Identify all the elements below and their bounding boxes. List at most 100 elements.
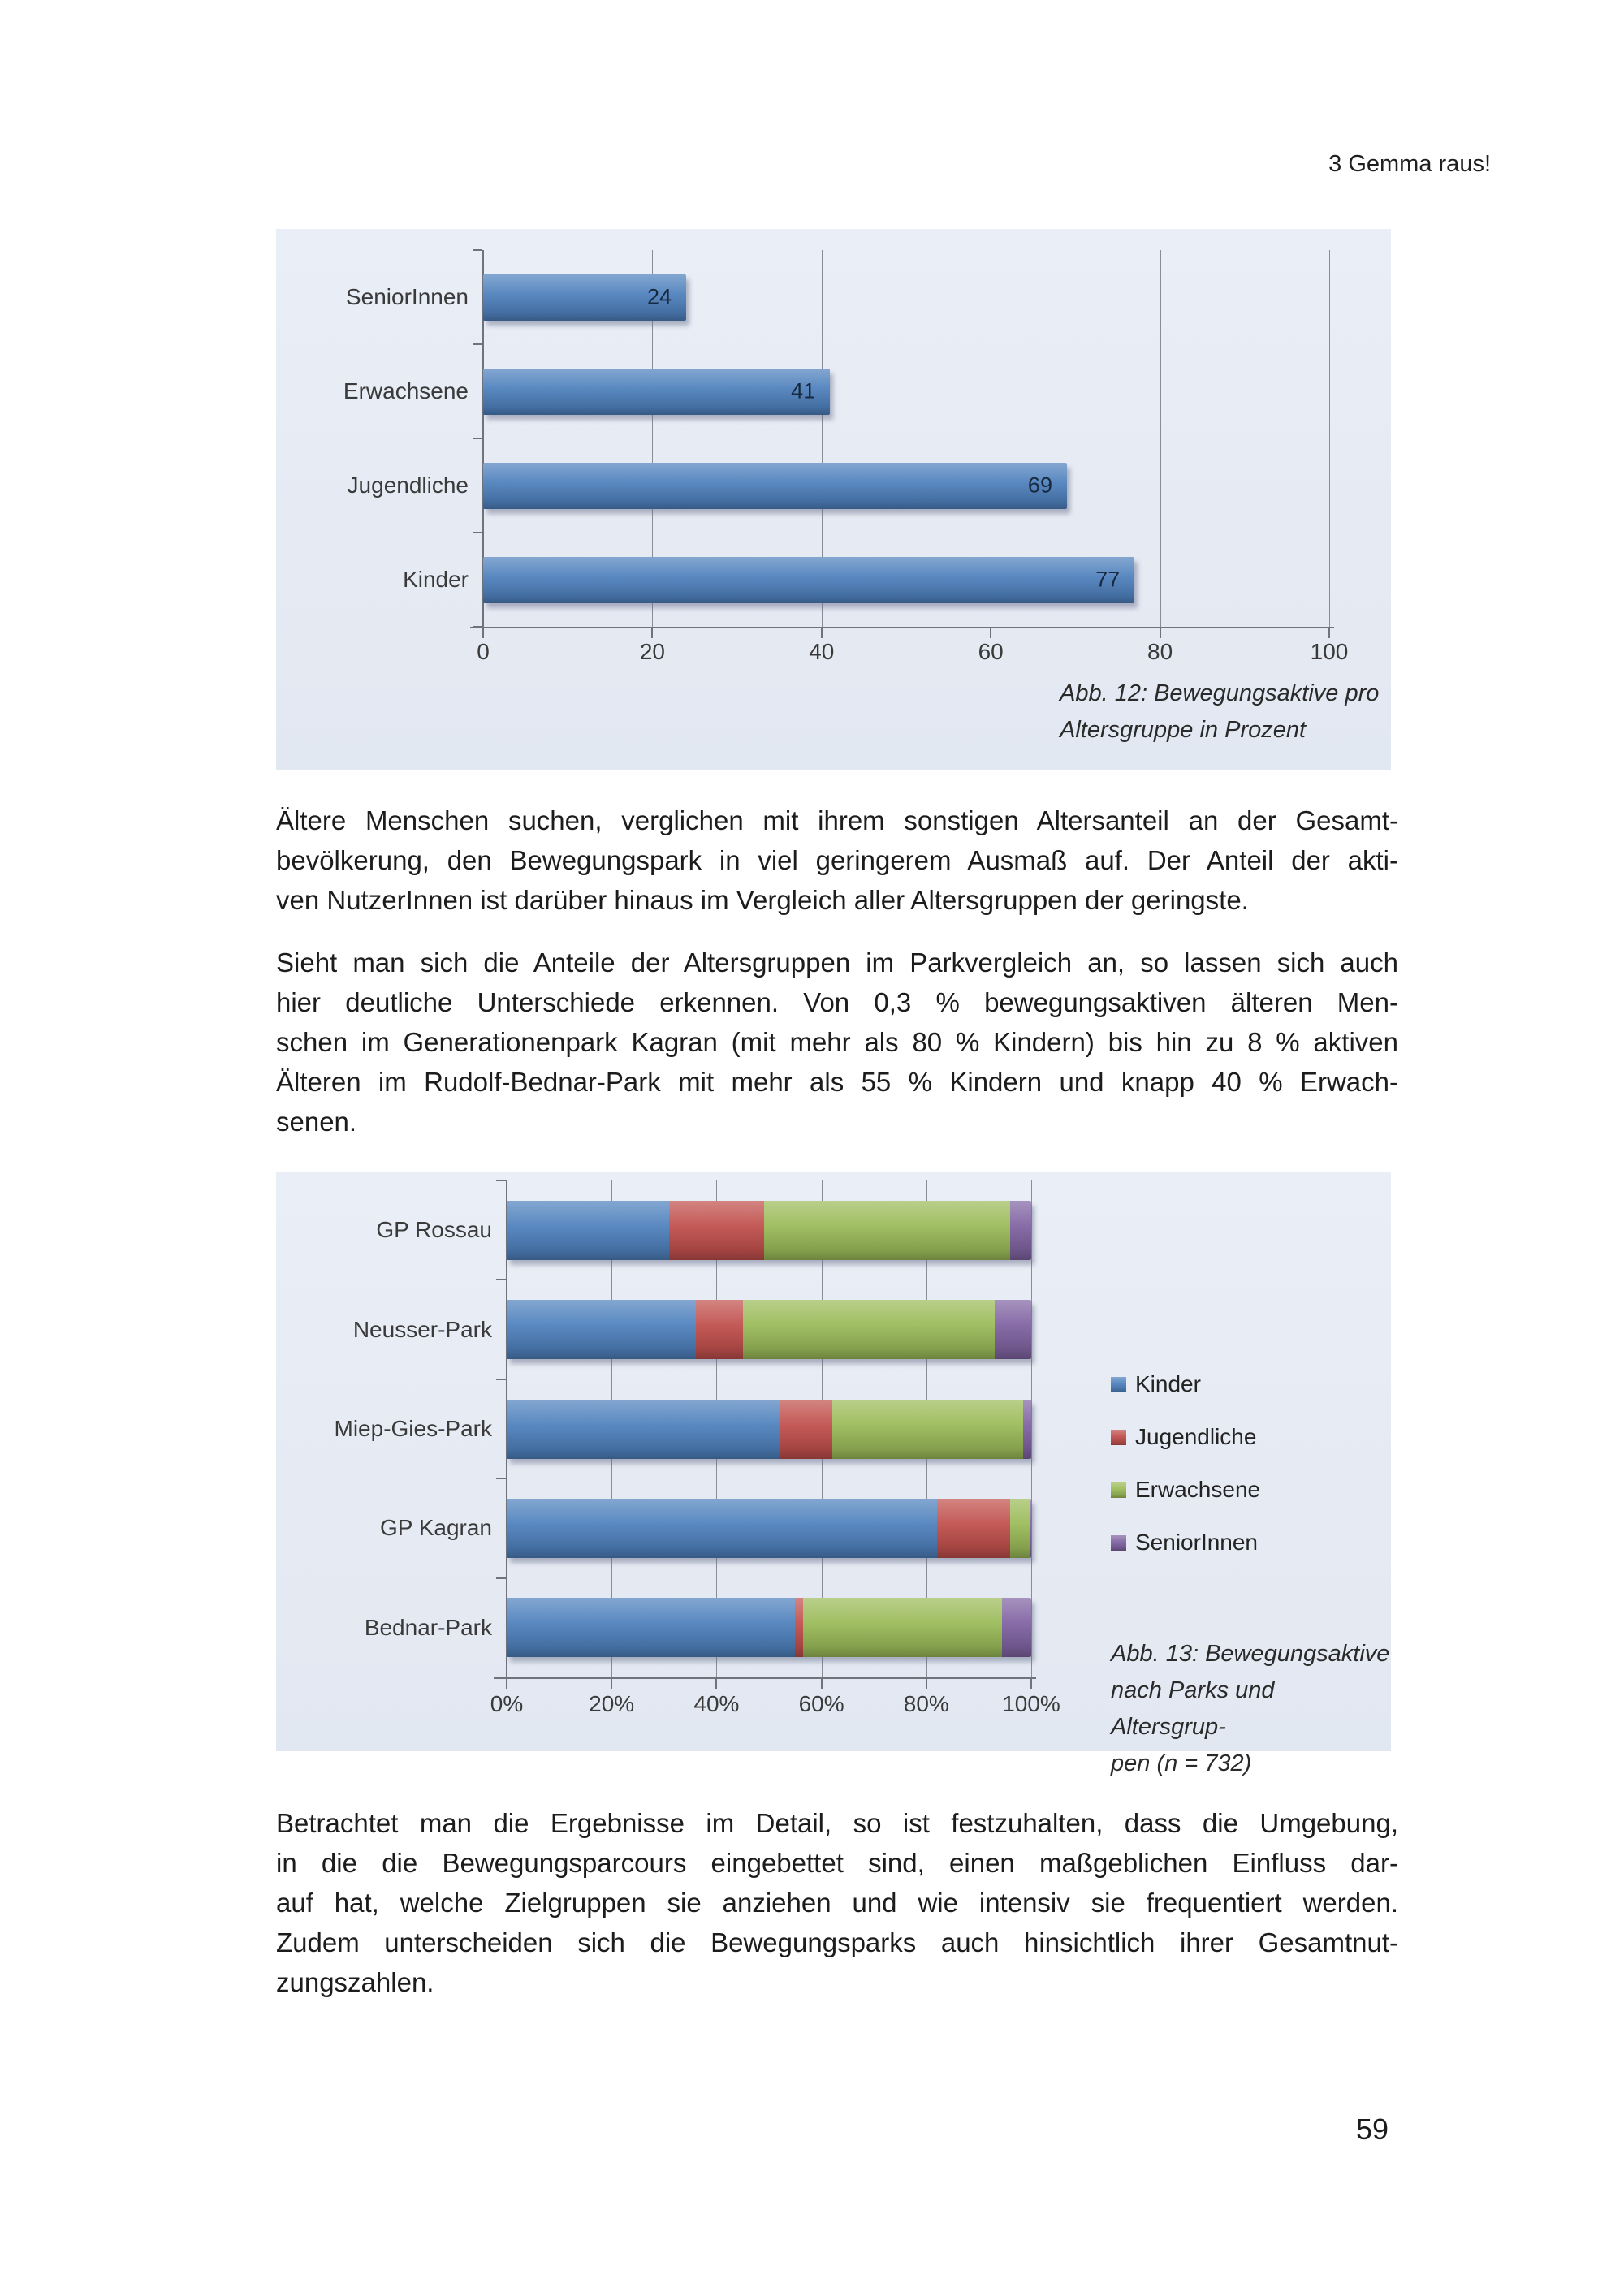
x-axis-tick-label: 80 <box>1147 639 1173 664</box>
body-text-line: Ältere Menschen suchen, verglichen mit i… <box>276 805 1398 835</box>
x-axis-tick-label: 40 <box>809 639 835 664</box>
bar-value-label: 77 <box>1095 567 1121 592</box>
figure-abb13-panel: Abb. 13: Bewegungsaktive nach Parks und … <box>276 1172 1391 1776</box>
x-axis-tick <box>715 1679 718 1689</box>
y-axis-tick <box>496 1577 506 1579</box>
y-axis-tick <box>473 438 482 439</box>
data-bar: 77 <box>483 556 1135 603</box>
chart-legend: Kinder Jugendliche Erwachsene SeniorInnen <box>1111 1371 1260 1556</box>
bar-segment-seniorinnen <box>1002 1598 1031 1658</box>
legend-label: SeniorInnen <box>1135 1530 1259 1555</box>
x-axis-tick <box>611 1679 613 1689</box>
chart-gridline <box>652 250 654 627</box>
x-axis-tick-label: 100% <box>1002 1691 1060 1716</box>
y-axis-tick <box>473 249 482 251</box>
bar-segment-erwachsene <box>802 1598 1003 1658</box>
stacked-bar <box>507 1498 1031 1558</box>
category-label: Erwachsene <box>343 378 469 404</box>
body-text-line: ven NutzerInnen ist darüber hinaus im Ve… <box>276 885 1249 915</box>
x-axis-tick-label: 80% <box>903 1691 949 1716</box>
body-text-line: Sieht man sich die Anteile der Altersgru… <box>276 947 1398 978</box>
x-axis-tick <box>1328 628 1330 638</box>
x-axis-tick-label: 100 <box>1310 639 1349 664</box>
body-text-line: bevölkerung, den Bewegungspark in viel g… <box>276 845 1398 875</box>
x-axis-line <box>470 627 1334 628</box>
bar-value-label: 69 <box>1027 473 1052 498</box>
legend-label: Kinder <box>1135 1371 1201 1396</box>
figure-caption-abb13: Abb. 13: Bewegungsaktive nach Parks und … <box>1111 1636 1391 1782</box>
y-axis-tick <box>496 1279 506 1281</box>
x-axis-tick-label: 60 <box>978 639 1004 664</box>
x-axis-tick-label: 20% <box>589 1691 635 1716</box>
bar-segment-seniorinnen <box>1030 1498 1031 1558</box>
bar-segment-erwachsene <box>763 1200 1011 1260</box>
chart-gridline <box>1031 1180 1032 1677</box>
x-axis-tick <box>506 1679 508 1689</box>
bar-segment-kinder <box>507 1598 796 1658</box>
chart-gridline <box>821 250 823 627</box>
bar-segment-kinder <box>507 1300 696 1360</box>
stacked-bar <box>507 1598 1031 1658</box>
category-label: Neusser-Park <box>352 1316 492 1342</box>
x-axis-tick-label: 0% <box>490 1691 524 1716</box>
category-label: GP Rossau <box>376 1217 492 1243</box>
data-bar: 41 <box>483 368 831 415</box>
category-label: SeniorInnen <box>345 284 469 309</box>
bar-segment-seniorinnen <box>1010 1200 1031 1260</box>
legend-item-erwachsene: Erwachsene <box>1111 1477 1260 1503</box>
bar-segment-jugendliche <box>936 1498 1011 1558</box>
x-axis-tick <box>1159 628 1161 638</box>
bar-segment-jugendliche <box>669 1200 764 1260</box>
y-axis-line <box>482 250 484 627</box>
bar-segment-erwachsene <box>742 1300 995 1360</box>
body-paragraph-2: Sieht man sich die Anteile der Altersgru… <box>276 943 1398 1142</box>
category-label: Kinder <box>403 567 469 592</box>
legend-item-kinder: Kinder <box>1111 1371 1260 1397</box>
category-label: GP Kagran <box>379 1515 492 1541</box>
chart-gridline <box>1160 250 1161 627</box>
caption-line: Altersgruppe in Prozent <box>1060 717 1307 743</box>
x-axis-tick-label: 0 <box>477 639 490 664</box>
x-axis-line <box>494 1677 1036 1679</box>
category-label: Miep-Gies-Park <box>334 1416 492 1441</box>
category-label: Bednar-Park <box>364 1614 492 1640</box>
legend-item-seniorinnen: SeniorInnen <box>1111 1530 1260 1556</box>
chart-gridline <box>1329 250 1330 627</box>
bar-segment-jugendliche <box>795 1598 803 1658</box>
x-axis-tick <box>820 1679 823 1689</box>
x-axis-tick <box>482 628 484 638</box>
x-axis-tick-label: 40% <box>693 1691 740 1716</box>
running-header: 3 Gemma raus! <box>1328 151 1491 177</box>
body-paragraph-3: Betrachtet man die Ergebnisse im Detail,… <box>276 1803 1398 2002</box>
legend-swatch <box>1111 1482 1126 1498</box>
data-bar: 69 <box>483 462 1067 509</box>
chart-plot-area: 24 41 69 77 <box>470 249 1334 638</box>
caption-line: Abb. 13: Bewegungsaktive <box>1111 1641 1390 1667</box>
x-axis-tick <box>990 628 992 638</box>
x-axis-tick-label: 60% <box>798 1691 844 1716</box>
body-paragraph-1: Ältere Menschen suchen, verglichen mit i… <box>276 801 1398 920</box>
body-text-line: auf hat, welche Zielgruppen sie anziehen… <box>276 1888 1398 1918</box>
legend-swatch <box>1111 1534 1126 1551</box>
body-text-line: in die die Bewegungsparcours eingebettet… <box>276 1848 1398 1878</box>
caption-line: Abb. 12: Bewegungsaktive pro <box>1060 680 1380 706</box>
body-text-line: schen im Generationenpark Kagran (mit me… <box>276 1027 1398 1057</box>
bar-segment-erwachsene <box>1010 1498 1030 1558</box>
x-axis-tick <box>651 628 654 638</box>
body-text-line: zungszahlen. <box>276 1967 434 1997</box>
bar-segment-kinder <box>507 1399 780 1459</box>
y-axis-tick <box>473 532 482 533</box>
y-axis-tick <box>496 1378 506 1380</box>
bar-segment-erwachsene <box>831 1399 1024 1459</box>
x-axis-tick-label: 20 <box>639 639 665 664</box>
bar-segment-kinder <box>507 1498 937 1558</box>
body-text-line: Zudem unterscheiden sich die Bewegungspa… <box>276 1927 1398 1957</box>
caption-line: pen (n = 732) <box>1111 1750 1252 1776</box>
bar-segment-seniorinnen <box>994 1300 1031 1360</box>
chart-plot-area <box>494 1180 1036 1689</box>
y-axis-tick <box>496 1478 506 1480</box>
figure-caption-abb12: Abb. 12: Bewegungsaktive pro Altersgrupp… <box>1060 675 1379 749</box>
stacked-bar <box>507 1399 1031 1459</box>
bar-value-label: 41 <box>791 378 816 404</box>
